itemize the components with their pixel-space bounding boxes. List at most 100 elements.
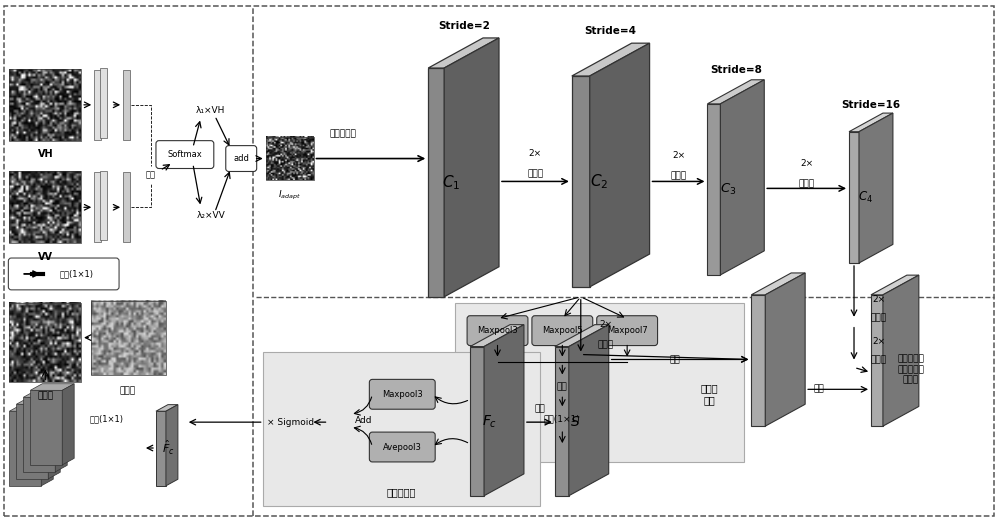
Bar — [9, 303, 81, 382]
Text: 卷积(1×1): 卷积(1×1) — [89, 415, 123, 424]
Text: 上采样: 上采样 — [871, 313, 887, 322]
Text: 2×: 2× — [672, 151, 685, 160]
FancyBboxPatch shape — [8, 258, 119, 290]
Text: Maxpool7: Maxpool7 — [607, 326, 648, 335]
Polygon shape — [470, 324, 524, 346]
Text: 2×: 2× — [800, 159, 813, 168]
Bar — [91, 301, 166, 375]
Text: Stride=4: Stride=4 — [585, 26, 637, 36]
Text: λ₂×VV: λ₂×VV — [196, 211, 225, 220]
Text: add: add — [233, 154, 249, 163]
Text: $\hat{F}_c$: $\hat{F}_c$ — [162, 439, 174, 457]
FancyBboxPatch shape — [532, 316, 593, 345]
Polygon shape — [62, 384, 74, 465]
Text: Add: Add — [355, 416, 372, 425]
Polygon shape — [94, 173, 101, 242]
Text: Stride=2: Stride=2 — [438, 21, 490, 31]
Polygon shape — [23, 391, 67, 397]
Text: 上采样: 上采样 — [871, 355, 887, 364]
Text: 2×: 2× — [872, 337, 886, 346]
Text: 下采样: 下采样 — [670, 171, 687, 180]
Text: 拼接: 拼接 — [557, 382, 568, 391]
FancyBboxPatch shape — [156, 141, 214, 169]
Polygon shape — [859, 113, 893, 263]
Bar — [263, 352, 540, 506]
Polygon shape — [48, 397, 60, 479]
Bar — [455, 303, 744, 462]
Text: $S$: $S$ — [570, 415, 580, 429]
Polygon shape — [16, 397, 60, 404]
Polygon shape — [444, 38, 499, 297]
Text: 结果图: 结果图 — [120, 387, 136, 396]
Text: 拼接: 拼接 — [669, 355, 680, 364]
Polygon shape — [123, 173, 130, 242]
Text: $I_{adapt}$: $I_{adapt}$ — [278, 189, 301, 202]
Text: Softmax: Softmax — [168, 150, 202, 159]
Text: Avepool3: Avepool3 — [383, 443, 422, 452]
Text: 2×: 2× — [529, 149, 542, 158]
Text: Maxpool3: Maxpool3 — [477, 326, 518, 335]
Text: × Sigmoid: × Sigmoid — [267, 418, 314, 427]
Text: Maxpool3: Maxpool3 — [382, 390, 423, 399]
Polygon shape — [849, 132, 859, 263]
Polygon shape — [590, 43, 650, 287]
Bar — [9, 172, 81, 243]
Polygon shape — [100, 68, 107, 138]
Text: 2×: 2× — [872, 295, 886, 304]
Polygon shape — [871, 295, 883, 426]
Polygon shape — [470, 346, 484, 496]
Text: $C_4$: $C_4$ — [858, 190, 873, 205]
Text: 空间注
意力: 空间注 意力 — [701, 383, 718, 405]
Text: 下采样: 下采样 — [527, 169, 543, 178]
Text: $C_1$: $C_1$ — [442, 173, 460, 192]
Polygon shape — [572, 43, 650, 76]
Polygon shape — [9, 405, 53, 411]
Bar — [266, 136, 314, 181]
Polygon shape — [428, 68, 444, 297]
Polygon shape — [849, 113, 893, 132]
Text: 2×: 2× — [599, 320, 612, 329]
Text: 拼接: 拼接 — [534, 405, 545, 414]
Text: 拼接: 拼接 — [146, 170, 156, 179]
Polygon shape — [9, 411, 41, 486]
FancyBboxPatch shape — [369, 380, 435, 409]
Polygon shape — [16, 404, 48, 479]
Text: $C_3$: $C_3$ — [720, 182, 736, 197]
Polygon shape — [707, 104, 720, 275]
Polygon shape — [100, 171, 107, 240]
Text: λ₁×VH: λ₁×VH — [196, 106, 225, 116]
Text: 上采样: 上采样 — [598, 340, 614, 349]
Text: VH: VH — [37, 149, 53, 159]
Text: Stride=16: Stride=16 — [841, 100, 901, 110]
Text: 拼接: 拼接 — [814, 385, 824, 394]
FancyBboxPatch shape — [369, 432, 435, 462]
Text: VV: VV — [38, 252, 53, 262]
Polygon shape — [572, 76, 590, 287]
Text: 热力图: 热力图 — [37, 392, 53, 401]
Text: Stride=8: Stride=8 — [710, 65, 762, 75]
FancyBboxPatch shape — [467, 316, 528, 345]
Text: 提取特征图: 提取特征图 — [329, 129, 356, 138]
Polygon shape — [569, 324, 609, 496]
Polygon shape — [883, 275, 919, 426]
Text: 注意力增强
型低层特征
金字塔: 注意力增强 型低层特征 金字塔 — [897, 354, 924, 384]
Polygon shape — [156, 405, 178, 411]
Polygon shape — [555, 346, 569, 496]
Text: $C_2$: $C_2$ — [590, 172, 608, 191]
Polygon shape — [765, 273, 805, 426]
Polygon shape — [166, 405, 178, 486]
Polygon shape — [751, 273, 805, 295]
Bar — [9, 69, 81, 141]
Polygon shape — [30, 390, 62, 465]
Polygon shape — [707, 80, 764, 104]
Polygon shape — [428, 38, 499, 68]
Polygon shape — [156, 411, 166, 486]
Polygon shape — [720, 80, 764, 275]
Polygon shape — [123, 70, 130, 140]
Polygon shape — [555, 324, 609, 346]
Polygon shape — [751, 295, 765, 426]
Text: Maxpool5: Maxpool5 — [542, 326, 583, 335]
Text: $F_c$: $F_c$ — [482, 414, 498, 430]
FancyBboxPatch shape — [597, 316, 658, 345]
Polygon shape — [55, 391, 67, 472]
